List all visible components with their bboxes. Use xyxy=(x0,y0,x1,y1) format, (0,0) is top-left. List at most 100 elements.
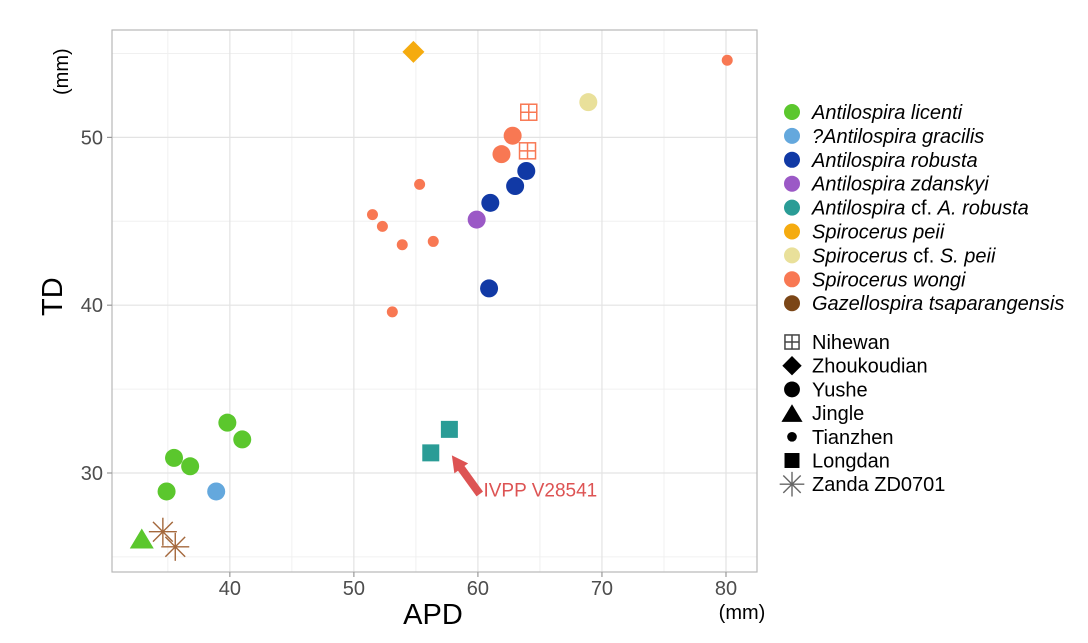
point-spirocerus-wongi-tianzhen xyxy=(376,220,388,232)
x-tick-label: 50 xyxy=(343,578,365,600)
legend-locality-label: Zanda ZD0701 xyxy=(812,474,945,496)
legend-locality-label: Jingle xyxy=(812,403,864,425)
point-spirocerus-wongi-tianzhen xyxy=(414,178,426,190)
point-spirocerus-wongi-tianzhen xyxy=(366,209,378,221)
legend-locality-label: Yushe xyxy=(812,379,868,401)
legend-locality-row-longdan: Longdan xyxy=(784,451,890,473)
point-antilospira-robusta-yushe xyxy=(506,177,525,196)
legend-locality-row-tianzhen: Tianzhen xyxy=(787,427,894,449)
point-spirocerus-wongi-nihewan xyxy=(518,142,537,160)
legend-locality-label: Nihewan xyxy=(812,332,890,354)
point-antilospira-cf-a-robusta-longdan xyxy=(440,420,458,438)
asterisk-arm xyxy=(164,536,186,558)
legend-locality-label: Zhoukoudian xyxy=(812,356,928,378)
legend-locality-label: Tianzhen xyxy=(812,427,894,449)
legend-species-label: ?Antilospira gracilis xyxy=(812,126,984,148)
legend-species-row-spirocerus-peii: Spirocerus peii xyxy=(784,222,945,244)
x-axis-unit-label: (mm) xyxy=(719,602,766,624)
point-spirocerus-wongi-nihewan xyxy=(520,103,538,121)
point-antilospira-licenti-yushe xyxy=(218,413,237,432)
legend-locality-row-nihewan: Nihewan xyxy=(784,332,890,354)
point-antilospira-robusta-yushe xyxy=(480,279,499,298)
legend-species-label: Antilospira cf. A. robusta xyxy=(811,198,1029,220)
y-axis-unit-label: (mm) xyxy=(51,48,73,95)
legend-species-swatch xyxy=(784,175,800,192)
legend-species-swatch xyxy=(784,151,800,168)
legend-locality-symbol-jingle xyxy=(781,404,803,422)
legend-locality-symbol-tianzhen xyxy=(787,431,797,442)
point-antilospira-licenti-yushe xyxy=(233,430,252,449)
point-spirocerus-peii-zhoukoudian xyxy=(402,40,425,63)
point-gazellospira-tsaparangensis-zanda-zd0701 xyxy=(148,517,177,546)
point-antilospira-zdanskyi-yushe xyxy=(467,210,486,229)
point-antilospira-licenti-yushe xyxy=(157,482,176,501)
point-spirocerus-wongi-tianzhen xyxy=(427,235,439,247)
legend-locality-row-zhoukoudian: Zhoukoudian xyxy=(782,356,928,378)
x-tick-label: 70 xyxy=(591,578,613,600)
x-tick-label: 80 xyxy=(715,578,737,600)
legend-species-swatch xyxy=(784,104,800,120)
y-axis-title: TD xyxy=(37,277,69,316)
y-tick-label: 40 xyxy=(81,295,103,317)
legend-locality-symbol-zhoukoudian xyxy=(782,356,802,376)
x-tick-label: 40 xyxy=(219,578,241,600)
point-antilospira-licenti-jingle xyxy=(129,528,154,549)
y-tick-label: 50 xyxy=(81,127,103,149)
legend-species-swatch xyxy=(784,223,800,240)
legend-species-label: Antilospira robusta xyxy=(811,150,978,172)
point-antilospira-licenti-yushe xyxy=(165,448,184,467)
legend-locality-symbol-zanda-zd0701 xyxy=(779,471,805,497)
x-tick-label: 60 xyxy=(467,578,489,600)
legend-locality-row-jingle: Jingle xyxy=(781,403,864,425)
point-antilospira-cf-a-robusta-longdan xyxy=(422,444,440,462)
legend-species-row-antilospira-zdanskyi: Antilospira zdanskyi xyxy=(784,174,989,196)
annotation-arrow-shaft xyxy=(455,462,484,497)
plot-panel: 40 50 60 70 80 30 40 50 xyxy=(81,29,758,600)
legend-species-label: Gazellospira tsaparangensis xyxy=(812,293,1064,315)
point-spirocerus-cf-s-peii-yushe xyxy=(579,93,598,112)
x-axis-title: APD xyxy=(403,599,463,631)
point-spirocerus-wongi-yushe xyxy=(492,145,511,164)
legend-species-row-antilospira-robusta: Antilospira robusta xyxy=(784,150,978,172)
annotation-layer: IVPP V28541 xyxy=(451,455,597,501)
y-tick-label: 30 xyxy=(81,463,103,485)
legend-locality-row-zanda-zd0701: Zanda ZD0701 xyxy=(779,471,945,497)
legend-locality-label: Longdan xyxy=(812,451,890,473)
point-gazellospira-tsaparangensis-zanda-zd0701 xyxy=(161,532,190,561)
legend-species-label: Spirocerus wongi xyxy=(812,269,966,291)
legend-species-swatch xyxy=(784,271,800,288)
point-spirocerus-wongi-tianzhen xyxy=(396,239,408,251)
legend-species-row-antilospira-cf-a-robusta: Antilospira cf. A. robusta xyxy=(784,198,1029,220)
legend: Antilospira licenti?Antilospira gracilis… xyxy=(779,102,1064,497)
point-antilospira-robusta-yushe xyxy=(481,193,500,212)
legend-species-row-antilospira-gracilis: ?Antilospira gracilis xyxy=(784,126,984,148)
legend-species-label: Spirocerus peii xyxy=(812,222,945,244)
data-points-layer xyxy=(129,40,733,561)
panel-border xyxy=(111,29,758,573)
panel-background xyxy=(112,30,757,572)
legend-species-row-spirocerus-wongi: Spirocerus wongi xyxy=(784,269,966,291)
asterisk-arm xyxy=(152,521,174,543)
point-spirocerus-wongi-yushe xyxy=(503,126,522,145)
point-antilospira-gracilis-yushe xyxy=(207,482,226,501)
legend-species-swatch xyxy=(784,247,800,264)
legend-species-swatch xyxy=(784,199,800,216)
point-antilospira-robusta-yushe xyxy=(517,161,536,180)
asterisk-arm xyxy=(782,474,802,494)
legend-locality-symbol-yushe xyxy=(784,381,800,398)
legend-locality-symbol-nihewan xyxy=(784,334,800,350)
point-spirocerus-wongi-tianzhen xyxy=(721,54,733,66)
legend-species-row-spirocerus-cf-s-peii: Spirocerus cf. S. peii xyxy=(784,245,996,267)
point-antilospira-licenti-yushe xyxy=(181,457,200,476)
legend-species-label: Antilospira licenti xyxy=(811,102,963,124)
legend-locality-row-yushe: Yushe xyxy=(784,379,868,401)
annotation-arrow-head xyxy=(451,455,469,474)
point-spirocerus-wongi-tianzhen xyxy=(386,306,398,318)
legend-species-row-gazellospira-tsaparangensis: Gazellospira tsaparangensis xyxy=(784,293,1064,315)
legend-species-row-antilospira-licenti: Antilospira licenti xyxy=(784,102,963,124)
legend-locality-symbol-longdan xyxy=(784,453,800,468)
annotation-text: IVPP V28541 xyxy=(483,480,597,501)
legend-species-label: Spirocerus cf. S. peii xyxy=(812,245,996,267)
